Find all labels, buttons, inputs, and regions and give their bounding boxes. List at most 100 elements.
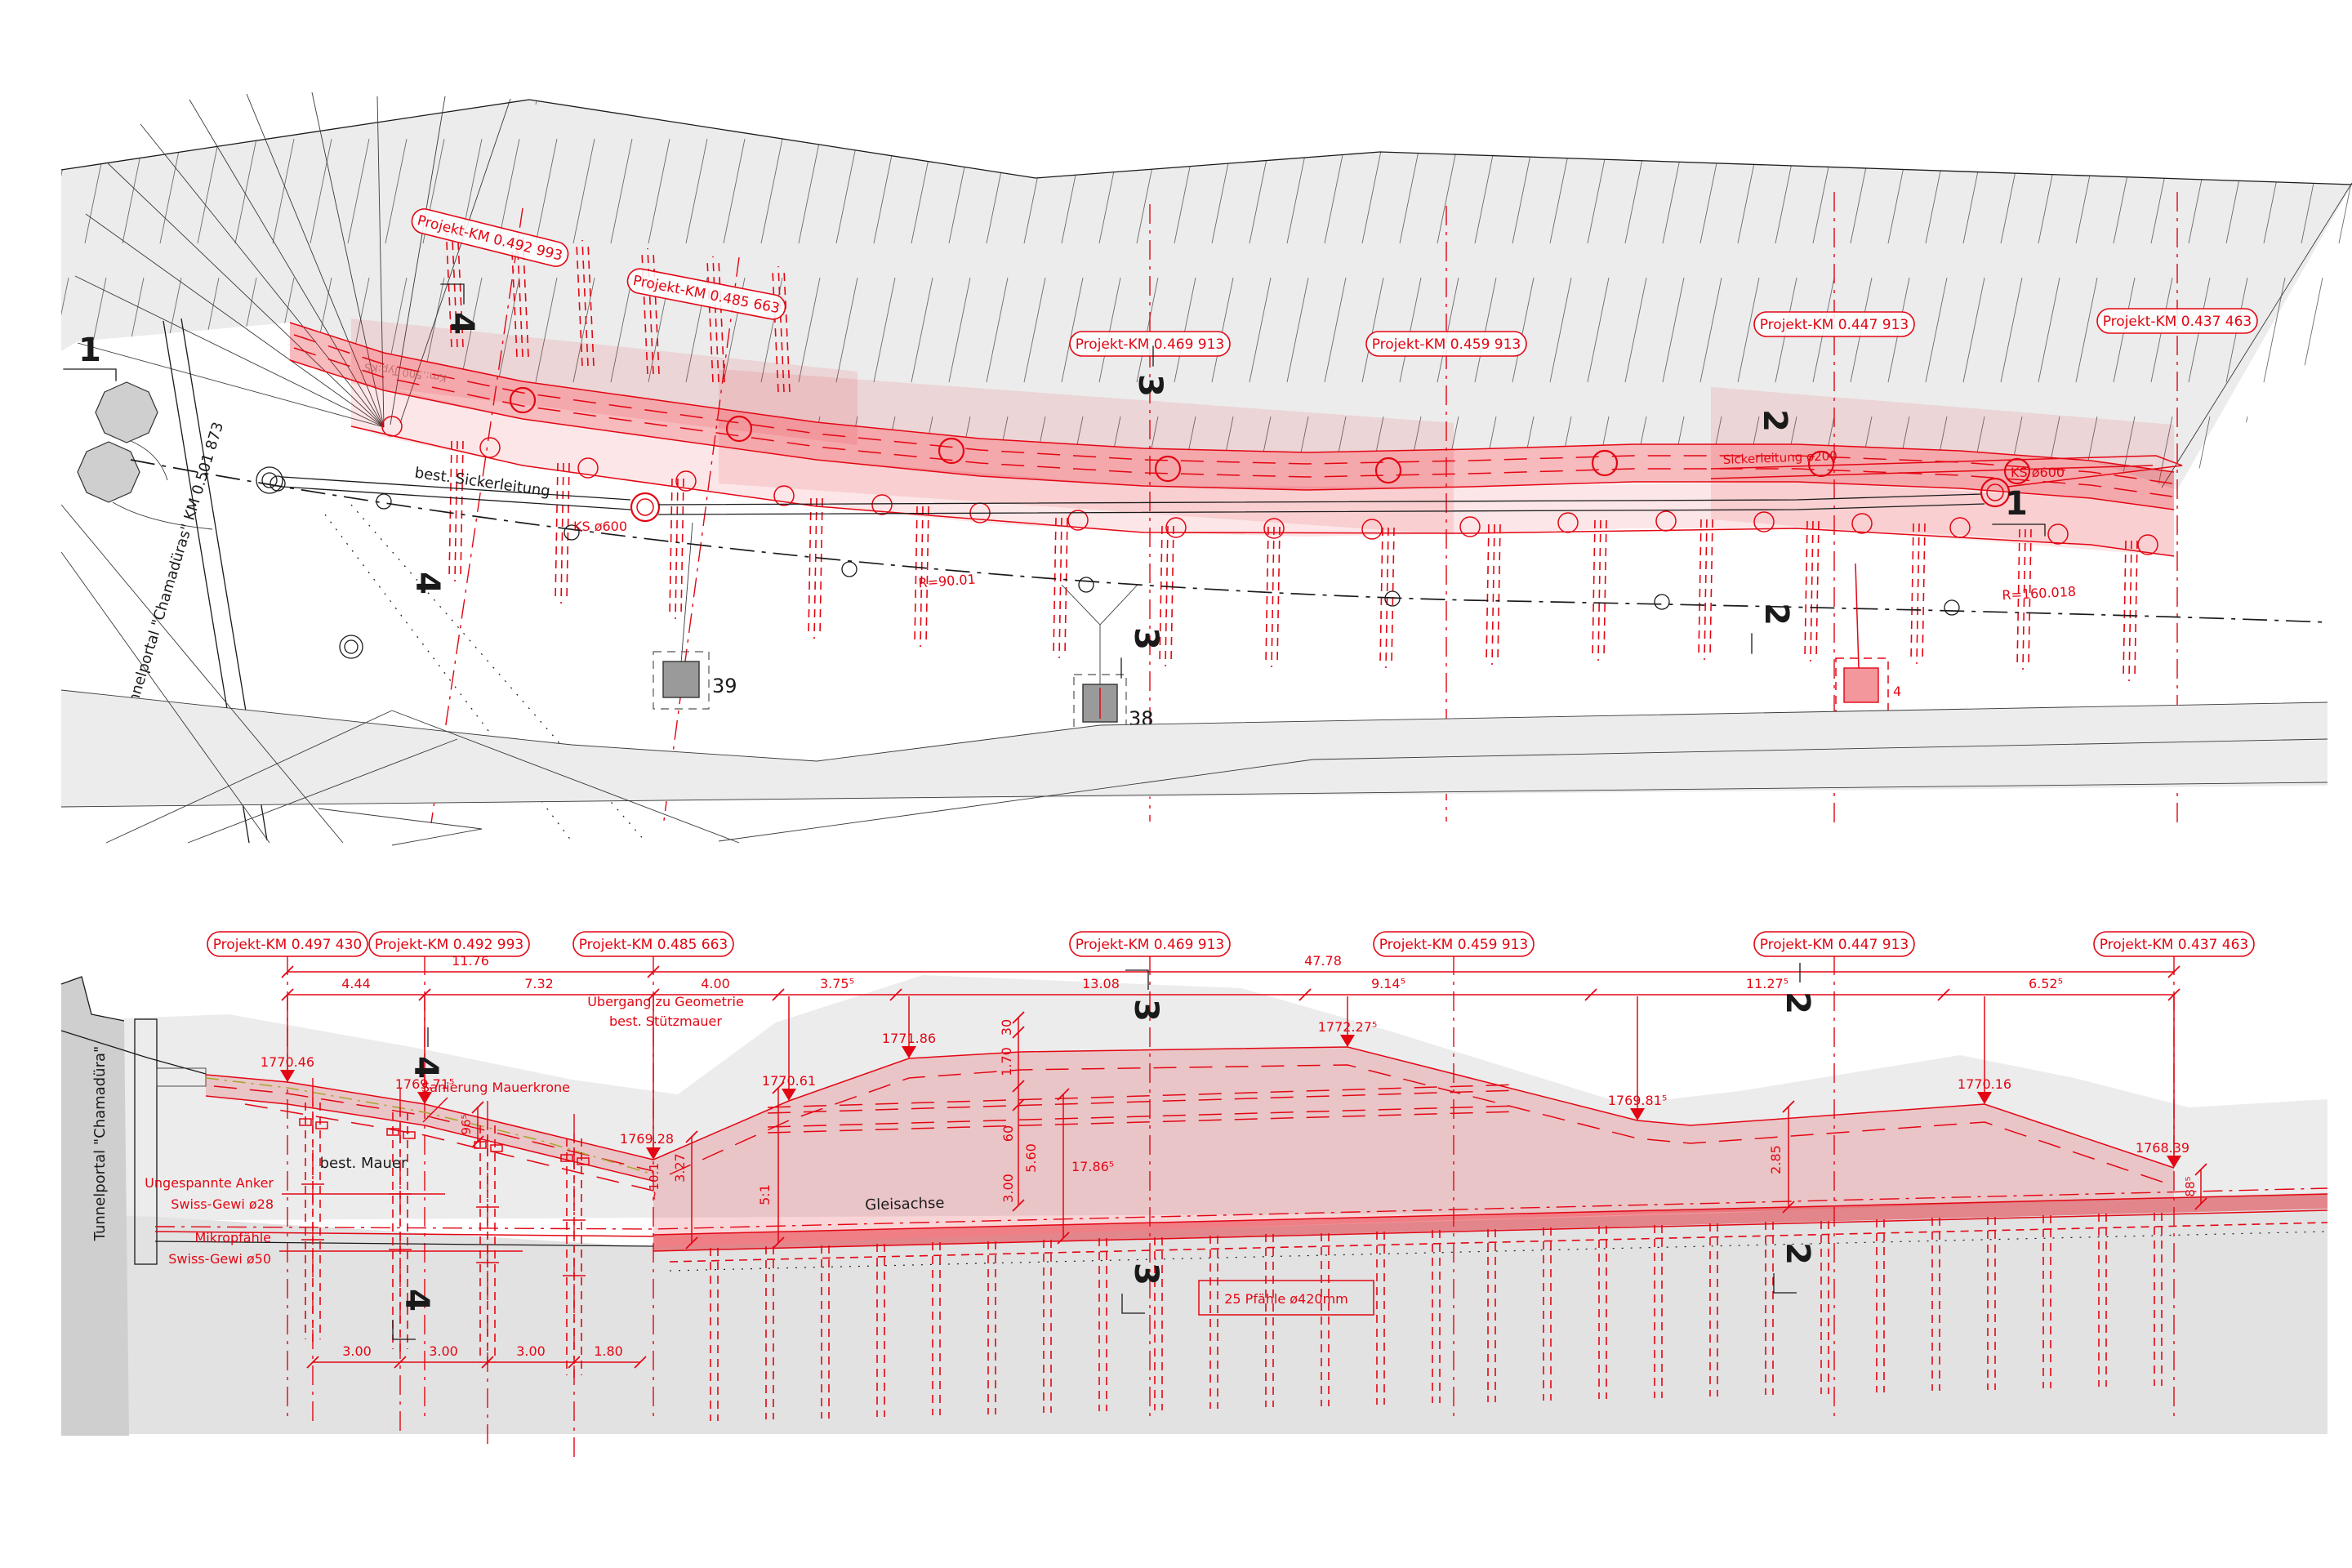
svg-text:88⁵: 88⁵	[2183, 1176, 2198, 1196]
section-view: Tunnelportal "Chamadüra" Projekt-KM 0.49…	[60, 931, 2328, 1459]
ks600-right-label: KS ø600	[2011, 465, 2065, 480]
dim: 13.08	[1082, 976, 1120, 991]
svg-text:3: 3	[1127, 999, 1165, 1022]
mast-38: 38	[1061, 584, 1154, 733]
plan-view: Tunnelportal "Chamadüras" KM 0.501 873	[60, 91, 2352, 846]
elevation-points: 1770.46 1769.71⁵ 1769.28 1770.61 1771.86…	[261, 996, 2189, 1168]
ks600-left-label: KS ø600	[573, 519, 627, 534]
km-pill: Projekt-KM 0.485 663	[579, 937, 728, 953]
dim: 11.76	[452, 953, 489, 969]
elevation: 1770.61	[762, 1073, 816, 1089]
dim: 9.14⁵	[1371, 976, 1405, 991]
pfaehle-label: 25 Pfähle ø420mm	[1224, 1291, 1348, 1307]
elevation: 1769.71⁵	[395, 1076, 455, 1092]
dim: 4.44	[341, 976, 371, 991]
svg-text:60: 60	[1000, 1125, 1016, 1142]
dim: 3.75⁵	[820, 976, 854, 991]
svg-text:2: 2	[1757, 603, 1795, 626]
radius-inner-label: R=90.01	[918, 572, 976, 591]
wall-section-main	[653, 1046, 2175, 1247]
svg-text:4: 4	[1893, 684, 1901, 699]
svg-text:~10:1: ~10:1	[647, 1163, 662, 1200]
elevation: 1768.39	[2136, 1140, 2189, 1156]
sanierung-label: Sanierung Mauerkrone	[421, 1080, 570, 1095]
dim: 4.00	[701, 976, 730, 991]
slope-hachure-fan	[74, 91, 511, 428]
elevation: 1769.28	[620, 1131, 674, 1147]
dim: 3.00	[342, 1343, 372, 1359]
svg-text:4: 4	[398, 1289, 435, 1312]
svg-text:3.27: 3.27	[672, 1153, 688, 1183]
svg-text:4: 4	[443, 312, 480, 335]
tunnel-portal-plan	[77, 318, 268, 844]
lower-road-strip	[60, 504, 2328, 846]
drain-existing-label: best. Sickerleitung	[413, 465, 551, 501]
elevation: 1771.86	[882, 1031, 936, 1046]
svg-text:96⁵: 96⁵	[459, 1114, 474, 1134]
svg-text:1.70: 1.70	[999, 1047, 1014, 1076]
radius-outer-label: R=160.018	[2002, 584, 2077, 604]
uebergang-label: Übergang zu Geometrie	[587, 994, 744, 1009]
svg-text:2: 2	[1756, 409, 1793, 432]
section-portal-label: Tunnelportal "Chamadüra"	[91, 1046, 109, 1242]
portal-wall-section	[134, 1018, 158, 1265]
plan-cut-markers: 1 1 4 4 3 3 2 2	[63, 283, 2046, 679]
svg-text:30: 30	[999, 1019, 1014, 1036]
drainage-lines	[256, 455, 2183, 523]
marker-4-pink: 4	[1835, 563, 1901, 713]
wall-crown-band	[156, 1067, 654, 1192]
svg-text:Swiss-Gewi ø50: Swiss-Gewi ø50	[168, 1251, 271, 1267]
best-mauer-label: best. Mauer	[320, 1155, 408, 1172]
dim-row-bottom: 3.00 3.00 3.00 1.80	[306, 1343, 647, 1369]
dim: 3.00	[429, 1343, 458, 1359]
dim: 7.32	[524, 976, 554, 991]
svg-text:Swiss-Gewi ø28: Swiss-Gewi ø28	[171, 1196, 274, 1212]
svg-text:4: 4	[407, 1056, 444, 1079]
dim: 1.80	[594, 1343, 623, 1359]
section-cut-markers: 4 4 3 3 2 2	[392, 963, 1816, 1340]
svg-text:5:1: 5:1	[757, 1184, 773, 1205]
svg-text:39: 39	[712, 675, 737, 697]
section-hill	[61, 975, 2328, 1221]
svg-text:2.85: 2.85	[1768, 1145, 1784, 1174]
svg-text:3: 3	[1127, 627, 1165, 650]
km-pill: Projekt-KM 0.459 913	[1372, 336, 1521, 353]
svg-text:5.60: 5.60	[1023, 1143, 1039, 1173]
km-pill: Projekt-KM 0.447 913	[1760, 317, 1909, 333]
anker-label: Ungespannte Anker	[145, 1175, 274, 1191]
dim-row-2: 4.44 7.32 4.00 3.75⁵ 13.08 9.14⁵ 11.27⁵ …	[281, 976, 2180, 1001]
mast-39: 39	[653, 522, 737, 710]
km-pill: Projekt-KM 0.469 913	[1076, 336, 1225, 353]
dim: 3.00	[516, 1343, 546, 1359]
elevation: 1770.16	[1958, 1076, 2011, 1092]
mikropfaehle-label: Mikropfähle	[194, 1230, 271, 1245]
section-underground	[61, 1192, 2328, 1434]
drain-new-label: Sickerleitung ø200	[1723, 448, 1838, 467]
svg-text:2: 2	[1779, 1242, 1816, 1265]
track-axis-plan	[130, 459, 2328, 659]
dim: 47.78	[1304, 953, 1342, 969]
gleisachse-label: Gleisachse	[865, 1195, 945, 1214]
dim: 6.52⁵	[2029, 976, 2063, 991]
km-pill: Projekt-KM 0.437 463	[2103, 314, 2252, 330]
section-cliff	[61, 977, 129, 1436]
km-pill: Projekt-KM 0.497 430	[213, 937, 363, 953]
svg-text:3: 3	[1127, 1263, 1165, 1285]
svg-text:best. Stützmauer: best. Stützmauer	[609, 1013, 722, 1029]
km-pill: Projekt-KM 0.469 913	[1076, 937, 1225, 953]
elevation: 1769.81⁵	[1608, 1093, 1668, 1108]
vertical-dims: 30 1.70 60 5.60 3.00 17.86⁵ 2.85 88⁵ 96⁵…	[459, 1011, 2207, 1250]
section-km-pills: Projekt-KM 0.497 430 Projekt-KM 0.492 99…	[207, 931, 2255, 957]
svg-text:3: 3	[1131, 374, 1169, 397]
km-pill: Projekt-KM 0.492 993	[375, 937, 524, 953]
km-pill: Projekt-KM 0.447 913	[1760, 937, 1909, 953]
dim-row-1: 11.76 47.78	[281, 953, 2180, 978]
dim-total-height: 17.86⁵	[1071, 1159, 1114, 1174]
svg-text:4: 4	[408, 572, 446, 595]
svg-text:3.00: 3.00	[1000, 1174, 1016, 1203]
elevation: 1772.27⁵	[1318, 1019, 1378, 1035]
svg-text:1: 1	[78, 332, 101, 369]
km-pill: Projekt-KM 0.437 463	[2100, 937, 2249, 953]
